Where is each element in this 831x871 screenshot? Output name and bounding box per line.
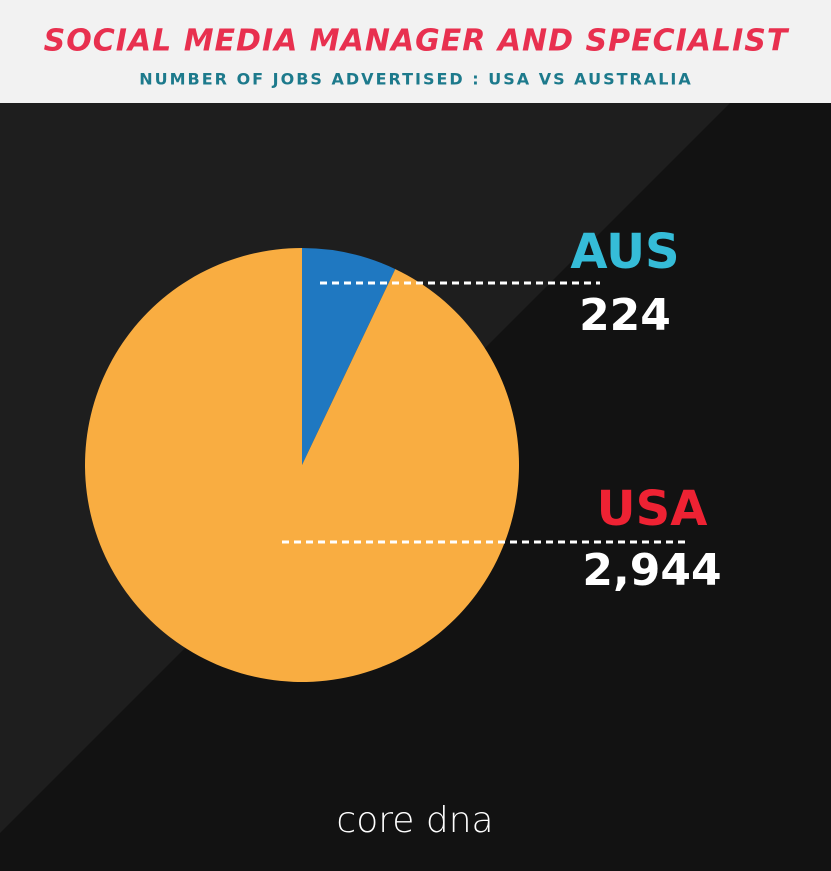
chart-subtitle: NUMBER OF JOBS ADVERTISED : USA VS AUSTR… (139, 70, 692, 89)
logo: core dna (336, 800, 493, 841)
pie (85, 248, 520, 682)
value-label: 2,944 (582, 545, 721, 596)
header (0, 0, 831, 103)
value-label: 224 (579, 290, 671, 341)
category-label: AUS (570, 224, 679, 280)
pie-slice (302, 248, 396, 465)
pie-slice (85, 248, 520, 682)
chart-title: SOCIAL MEDIA MANAGER AND SPECIALIST (44, 24, 790, 59)
category-label: USA (597, 481, 708, 537)
labels: AUS 224 USA 2,944 (282, 224, 722, 596)
